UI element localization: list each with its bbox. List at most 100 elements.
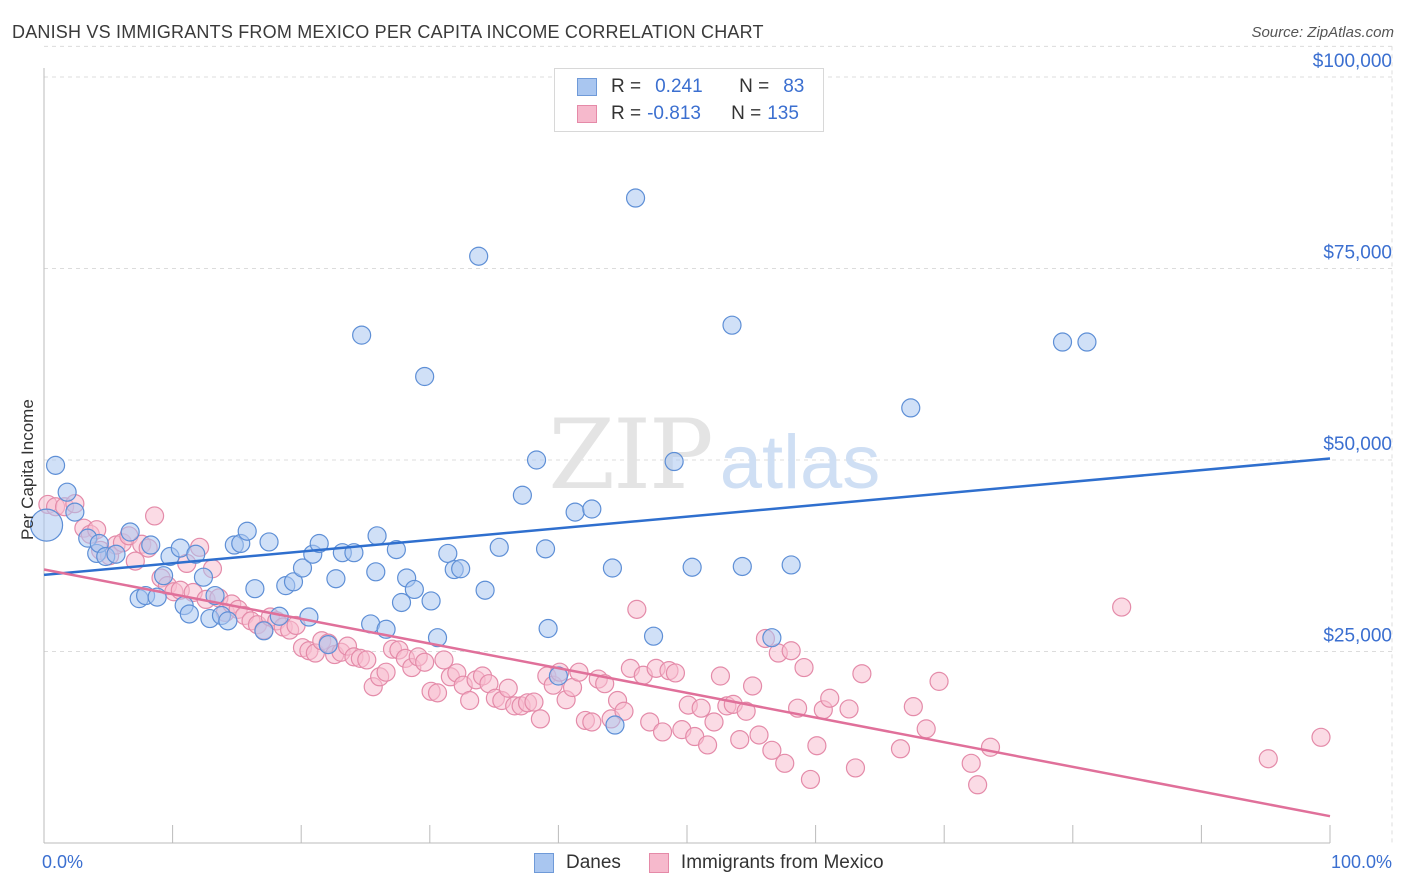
dane-point	[762, 628, 782, 648]
mexico-point	[1311, 727, 1331, 747]
mexico-point	[852, 664, 872, 684]
dane-point	[526, 450, 547, 470]
mexico-point	[357, 650, 377, 670]
y-tick-label: $100,000	[1313, 51, 1392, 72]
dane-point	[535, 539, 556, 559]
mexico-point	[736, 701, 756, 721]
danes-swatch	[534, 853, 554, 873]
mexico-point	[530, 709, 550, 729]
series-danes	[29, 188, 1097, 735]
dane-point	[65, 502, 85, 522]
dane-point	[299, 607, 319, 627]
danes-trend-line	[43, 457, 1331, 577]
y-tick-label: $25,000	[1323, 626, 1392, 647]
dane-point	[254, 621, 274, 641]
mexico-point	[144, 506, 165, 526]
mexico-point	[498, 678, 518, 698]
watermark-atlas: atlas	[720, 420, 881, 505]
mexico-point	[775, 753, 795, 773]
mexico-point	[890, 739, 911, 759]
dane-point	[421, 591, 441, 611]
dane-point	[605, 715, 625, 735]
legend-item-mexico[interactable]: Immigrants from Mexico	[648, 852, 884, 874]
dane-point	[386, 540, 406, 560]
dane-point	[582, 499, 602, 519]
mexico-point	[665, 663, 686, 683]
mexico-point	[627, 599, 647, 619]
dane-point	[326, 569, 346, 589]
dane-point	[565, 502, 585, 522]
dane-point	[781, 555, 801, 575]
mexico-point	[1258, 749, 1278, 769]
axes	[43, 68, 1331, 844]
dane-point	[682, 557, 702, 577]
dane-point	[45, 455, 66, 475]
dane-point	[643, 626, 664, 646]
mexico-point	[794, 657, 814, 678]
legend-label-danes: Danes	[566, 852, 621, 873]
y-tick-labels: $25,000 $50,000 $75,000 $100,000	[1313, 51, 1392, 647]
mexico-point	[697, 735, 718, 755]
dane-point	[901, 398, 921, 418]
dane-point	[309, 533, 329, 554]
r-label: R =	[611, 76, 642, 97]
mexico-point	[652, 722, 673, 742]
dane-point	[438, 543, 458, 564]
mexico-point	[845, 758, 866, 778]
mexico-point	[903, 697, 923, 717]
dane-point	[352, 325, 372, 345]
mexico-swatch	[648, 853, 669, 873]
stats-row-mexico: R = -0.813 N = 135	[577, 102, 799, 126]
y-tick-label: $75,000	[1323, 243, 1392, 264]
stats-row-danes: R = 0.241 N = 83	[577, 75, 804, 99]
dane-point	[512, 485, 532, 505]
dane-point	[538, 618, 558, 639]
dane-point	[367, 526, 387, 546]
trend-lines	[43, 457, 1331, 818]
stats-legend: R = 0.241 N = 83 R = -0.813 N = 135	[554, 68, 824, 132]
dane-point	[245, 579, 265, 599]
dane-point	[475, 580, 495, 600]
mexico-point	[730, 729, 750, 750]
dane-point	[664, 451, 684, 472]
mexico-point	[961, 753, 981, 773]
mexico-point	[916, 719, 936, 739]
legend-label-mexico: Immigrants from Mexico	[680, 852, 884, 873]
dane-point	[602, 558, 623, 578]
dane-point	[259, 532, 279, 552]
mexico-point	[839, 699, 859, 719]
mexico-point	[749, 725, 769, 745]
mexico-point	[704, 712, 724, 732]
mexico-point	[640, 712, 660, 732]
mexico-trend-line	[43, 568, 1331, 818]
mexico-point	[614, 701, 634, 721]
n-value: 135	[767, 103, 799, 124]
y-tick-label: $50,000	[1323, 434, 1392, 455]
dane-point	[391, 592, 412, 613]
dane-point	[283, 572, 304, 592]
dane-point	[722, 315, 742, 335]
dane-point	[415, 366, 435, 387]
dane-point	[141, 535, 161, 555]
x-min-label: 0.0%	[42, 852, 84, 872]
n-value: 83	[783, 76, 805, 97]
dane-point	[106, 544, 126, 564]
danes-swatch	[577, 78, 597, 96]
mexico-point	[742, 676, 763, 696]
mexico-point	[820, 688, 840, 708]
dane-point	[427, 628, 448, 648]
r-value: -0.813	[647, 103, 701, 124]
r-value: 0.241	[655, 76, 703, 97]
dane-point	[366, 562, 386, 582]
chart-source: Source: ZipAtlas.com	[1251, 24, 1394, 41]
dane-point	[1077, 332, 1097, 352]
mexico-point	[460, 690, 480, 711]
dane-point	[57, 482, 77, 502]
dane-point	[179, 604, 199, 624]
dane-point	[1052, 332, 1073, 352]
legend-item-danes[interactable]: Danes	[534, 852, 621, 874]
dane-point	[732, 556, 752, 577]
dane-point	[292, 558, 313, 578]
n-label: N =	[739, 76, 770, 97]
